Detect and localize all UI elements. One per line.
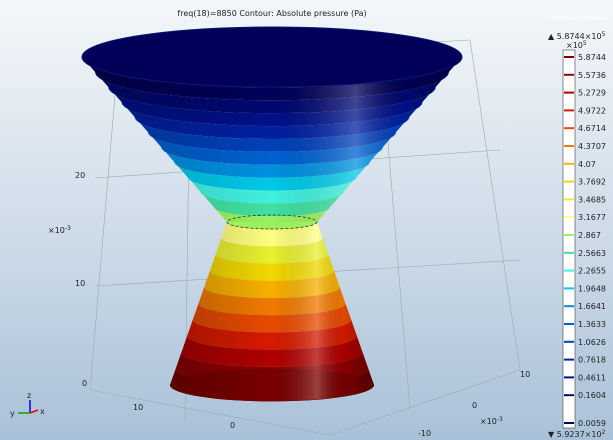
colorbar-label: 1.3633 bbox=[578, 320, 606, 329]
colorbar-label: 3.7692 bbox=[578, 178, 606, 187]
plot-title: freq(18)=8850 Contour: Absolute pressure… bbox=[177, 9, 366, 18]
colorbar-label: 0.0059 bbox=[578, 419, 606, 428]
colorbar-label: 2.2655 bbox=[578, 267, 606, 276]
colorbar-label: 5.2729 bbox=[578, 89, 606, 98]
exponent: 5 bbox=[583, 40, 587, 47]
z-tick-label: 10 bbox=[75, 279, 85, 288]
colorbar-label: 1.9648 bbox=[578, 284, 606, 293]
y-tick-label: 10 bbox=[133, 403, 143, 412]
exponent: 5 bbox=[602, 31, 606, 38]
colorbar-label: 0.7618 bbox=[578, 356, 606, 365]
text: ×10 bbox=[566, 41, 583, 50]
colorbar-label: 1.0626 bbox=[578, 338, 606, 347]
triad-x: x bbox=[40, 407, 45, 416]
z-tick-label: 0 bbox=[82, 379, 87, 388]
colorbar-label: 2.867 bbox=[578, 231, 601, 240]
logo: COMSOL MULTIPHYSICS bbox=[549, 16, 608, 22]
exponent: 2 bbox=[602, 429, 606, 436]
viewport: 5.8744 5.5736 5.2729 4.9722 4.6714 4.3707 4.07… bbox=[0, 0, 613, 440]
colorbar-label: 5.8744 bbox=[578, 53, 606, 62]
colorbar-label: 1.6641 bbox=[578, 302, 606, 311]
x-tick-label: -10 bbox=[418, 429, 431, 438]
colorbar-label: 4.9722 bbox=[578, 106, 606, 115]
marker: ▲ bbox=[548, 32, 557, 41]
colorbar-min: ▼ 5.9237×102 bbox=[548, 429, 606, 439]
colorbar-label: 0.4611 bbox=[578, 373, 606, 382]
colorbar-label: 4.3707 bbox=[578, 142, 606, 151]
colorbar-label: 5.5736 bbox=[578, 71, 606, 80]
text: 5.9237×10 bbox=[557, 430, 602, 439]
colorbar-label: 0.1604 bbox=[578, 391, 606, 400]
marker: ▼ bbox=[548, 430, 557, 439]
colorbar-label: 2.5663 bbox=[578, 249, 606, 258]
cone-top bbox=[82, 27, 462, 87]
colorbar-max: ▲ 5.8744×105 bbox=[548, 31, 606, 41]
colorbar-frame bbox=[563, 50, 575, 428]
z-tick-label: 20 bbox=[75, 171, 85, 180]
text: 5.8744×10 bbox=[557, 32, 602, 41]
colorbar-label: 3.4685 bbox=[578, 195, 606, 204]
colorbar-label: 4.07 bbox=[578, 160, 596, 169]
x-tick-label: 0 bbox=[472, 401, 477, 410]
colorbar-label: 4.6714 bbox=[578, 124, 606, 133]
triad-z: z bbox=[27, 391, 31, 400]
x-tick-label: 10 bbox=[520, 370, 530, 379]
plot: 5.8744 5.5736 5.2729 4.9722 4.6714 4.3707 4.07… bbox=[0, 0, 613, 440]
triad-y: y bbox=[10, 409, 15, 418]
y-tick-label: 0 bbox=[230, 421, 235, 430]
colorbar-label: 3.1677 bbox=[578, 213, 606, 222]
